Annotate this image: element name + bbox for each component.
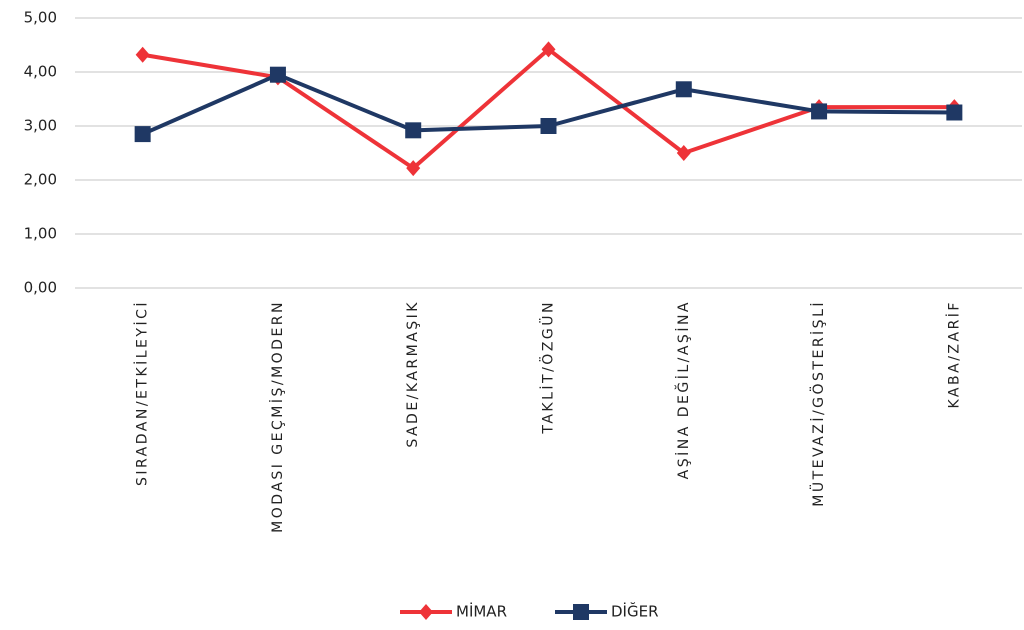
x-tick-label: AŞİNA DEĞİL/AŞİNA [674, 300, 692, 479]
x-tick-label: TAKLİT/ÖZGÜN [539, 300, 557, 435]
x-tick-label: SIRADAN/ETKİLEYİCİ [133, 300, 151, 486]
y-tick-label: 0,00 [24, 279, 57, 297]
marker [269, 66, 286, 83]
x-tick-label: MÜTEVAZİ/GÖSTERİŞLİ [809, 300, 827, 507]
marker [419, 604, 433, 620]
marker [540, 118, 557, 134]
marker [406, 160, 421, 177]
y-tick-label: 5,00 [24, 9, 57, 27]
legend-label: MİMAR [456, 602, 507, 621]
x-tick-label: MODASI GEÇMİŞ/MODERN [268, 300, 286, 533]
series-line [142, 47, 955, 171]
marker [946, 104, 963, 121]
x-tick-label: SADE/KARMAŞIK [405, 300, 421, 448]
marker [405, 122, 422, 139]
marker [135, 46, 150, 63]
marker [573, 604, 589, 620]
marker [675, 81, 692, 98]
marker [541, 41, 556, 58]
marker [811, 103, 828, 120]
legend-label: DİĞER [611, 602, 659, 621]
y-tick-label: 4,00 [24, 63, 57, 81]
y-tick-label: 1,00 [24, 225, 57, 243]
x-tick-label: KABA/ZARİF [944, 300, 962, 409]
marker [676, 145, 691, 161]
y-tick-label: 3,00 [24, 117, 57, 135]
marker [134, 126, 151, 143]
y-tick-label: 2,00 [24, 171, 57, 189]
